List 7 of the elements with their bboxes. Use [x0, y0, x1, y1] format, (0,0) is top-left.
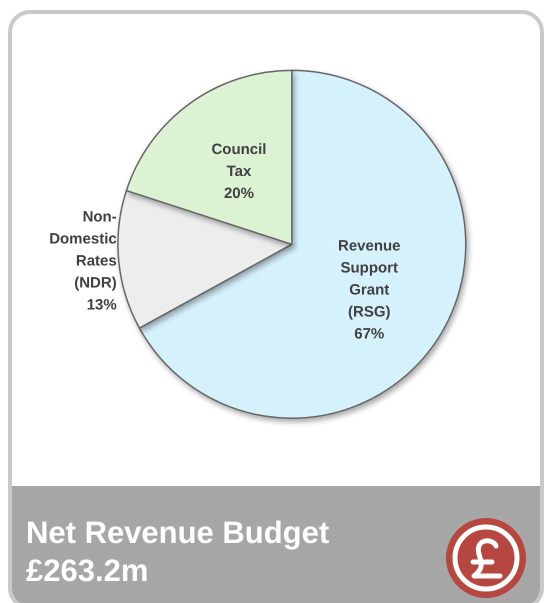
slice-label: Non-Domestic Rates (NDR)	[49, 208, 117, 292]
data-label: 13%	[86, 296, 117, 314]
data-label: 67%	[354, 326, 384, 343]
data-label: 20%	[224, 185, 254, 202]
slice-label: Council Tax	[211, 141, 266, 180]
text: Net Revenue Budget £263.2m	[26, 514, 330, 590]
slice-label: Revenue Support Grant (RSG)	[338, 238, 401, 321]
